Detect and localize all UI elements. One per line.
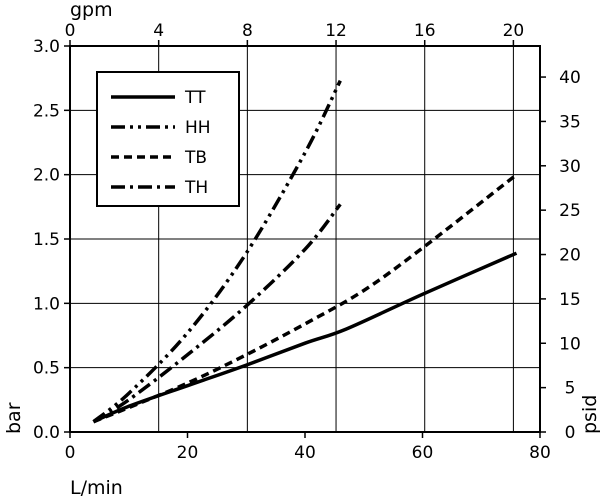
legend-label-tt: TT [184, 88, 206, 108]
x-axis-title-top: gpm [70, 0, 113, 21]
series-line-tt [92, 251, 518, 424]
grid [70, 46, 540, 432]
y-right-tick-label: 40 [559, 68, 581, 88]
y-right-tick-label: 30 [559, 157, 581, 177]
y-left-tick-label: 1.0 [33, 294, 60, 314]
y-left-tick-label: 2.0 [33, 166, 60, 186]
y-right-tick-label: 15 [559, 290, 581, 310]
y-left-tick-label: 3.0 [33, 37, 60, 57]
series-lines [92, 79, 518, 424]
x-bottom-tick-label: 0 [65, 443, 76, 463]
x-bottom-tick-label: 80 [529, 443, 551, 463]
y-left-tick-label: 1.5 [33, 230, 60, 250]
x-bottom-tick-label: 20 [177, 443, 199, 463]
y-right-tick-label: 10 [559, 334, 581, 354]
legend: TT HH TB TH [96, 71, 240, 207]
series-line-th [92, 203, 342, 424]
y-left-tick-label: 0.0 [33, 423, 60, 443]
x-bottom-tick-label: 40 [294, 443, 316, 463]
x-top-tick-label: 8 [242, 21, 253, 41]
y-left-tick-label: 2.5 [33, 101, 60, 121]
y-right-tick-label: 20 [559, 246, 581, 266]
x-top-tick-label: 20 [503, 21, 525, 41]
y-right-tick-label: 5 [565, 379, 576, 399]
y-left-tick-label: 0.5 [33, 359, 60, 379]
y-axis-title-right: psid [579, 395, 600, 434]
legend-label-th: TH [184, 178, 208, 198]
x-top-tick-label: 0 [65, 21, 76, 41]
series-line-tb [92, 173, 518, 424]
y-right-tick-label: 35 [559, 112, 581, 132]
axis-ticks: 0 20 40 60 800 4 8 12 16 200.00.51.01.52.02.53.00… [33, 21, 581, 463]
x-top-tick-label: 4 [153, 21, 164, 41]
x-axis-title-bottom: L/min [70, 477, 123, 499]
series-line-hh [92, 79, 342, 424]
x-top-tick-label: 12 [325, 21, 347, 41]
y-right-tick-label: 25 [559, 201, 581, 221]
x-bottom-tick-label: 60 [412, 443, 434, 463]
y-axis-title-left: bar [3, 402, 25, 434]
y-right-tick-label: 0 [565, 423, 576, 443]
legend-box [96, 71, 240, 207]
x-top-tick-label: 16 [414, 21, 436, 41]
legend-label-tb: TB [184, 148, 207, 168]
legend-label-hh: HH [185, 118, 211, 138]
